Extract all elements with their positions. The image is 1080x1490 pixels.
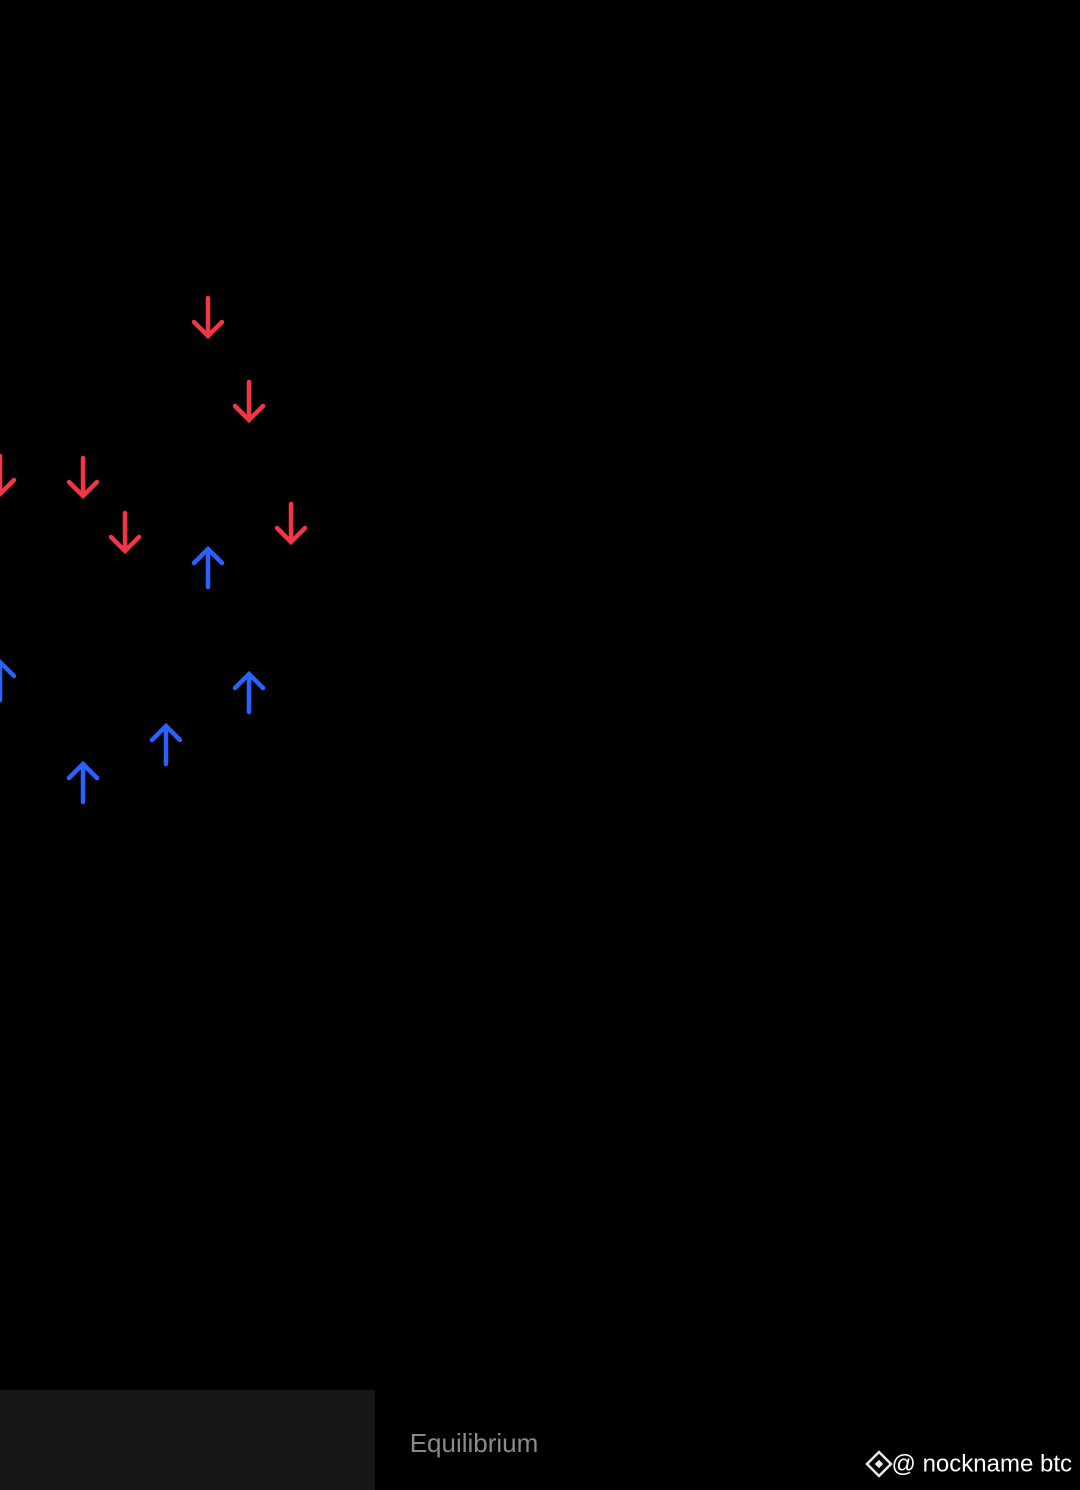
arrow [0, 451, 19, 501]
arrow [272, 499, 310, 549]
annotation: Equilibrium [410, 1428, 539, 1458]
watermark: @ nockname btc [892, 1450, 1072, 1477]
signal-arrows [0, 293, 310, 807]
arrow-shape [274, 501, 308, 546]
arrow-shape [0, 453, 17, 498]
arrow [0, 655, 19, 705]
arrow [230, 377, 268, 427]
arrow [189, 293, 227, 343]
arrow-shape [232, 670, 266, 715]
arrow-shape [108, 510, 142, 555]
arrow-shape [191, 545, 225, 590]
arrow-shape [232, 379, 266, 424]
arrow-shape [66, 760, 100, 805]
arrow [189, 542, 227, 592]
arrow [64, 757, 102, 807]
arrow [106, 508, 144, 558]
arrow-shape [66, 455, 100, 500]
arrow [147, 719, 185, 769]
arrow [230, 667, 268, 717]
arrow-shape [149, 722, 183, 767]
arrow-shape [191, 295, 225, 340]
arrow-shape [0, 658, 17, 703]
arrow [64, 453, 102, 503]
bottom-panel [0, 1390, 375, 1490]
